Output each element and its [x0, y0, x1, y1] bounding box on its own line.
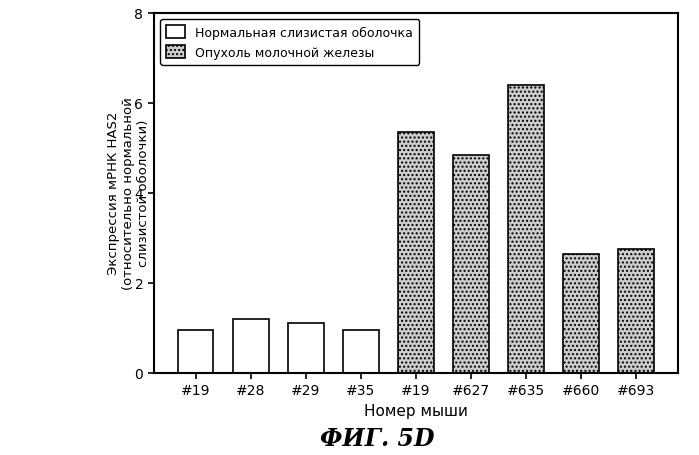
Bar: [398, 133, 434, 373]
Bar: [508, 86, 544, 373]
Text: ФИГ. 5D: ФИГ. 5D: [320, 426, 435, 450]
Bar: [453, 155, 489, 373]
Bar: [343, 330, 379, 373]
X-axis label: Номер мыши: Номер мыши: [364, 403, 468, 418]
Bar: [563, 254, 599, 373]
Bar: [178, 330, 213, 373]
Bar: [233, 319, 268, 373]
Bar: [619, 249, 654, 373]
Y-axis label: Экспрессия мРНК HAS2
(относительно нормальной
слизистой оболочки): Экспрессия мРНК HAS2 (относительно норма…: [108, 97, 150, 289]
Legend: Нормальная слизистая оболочка, Опухоль молочной железы: Нормальная слизистая оболочка, Опухоль м…: [160, 20, 419, 66]
Bar: [288, 324, 324, 373]
